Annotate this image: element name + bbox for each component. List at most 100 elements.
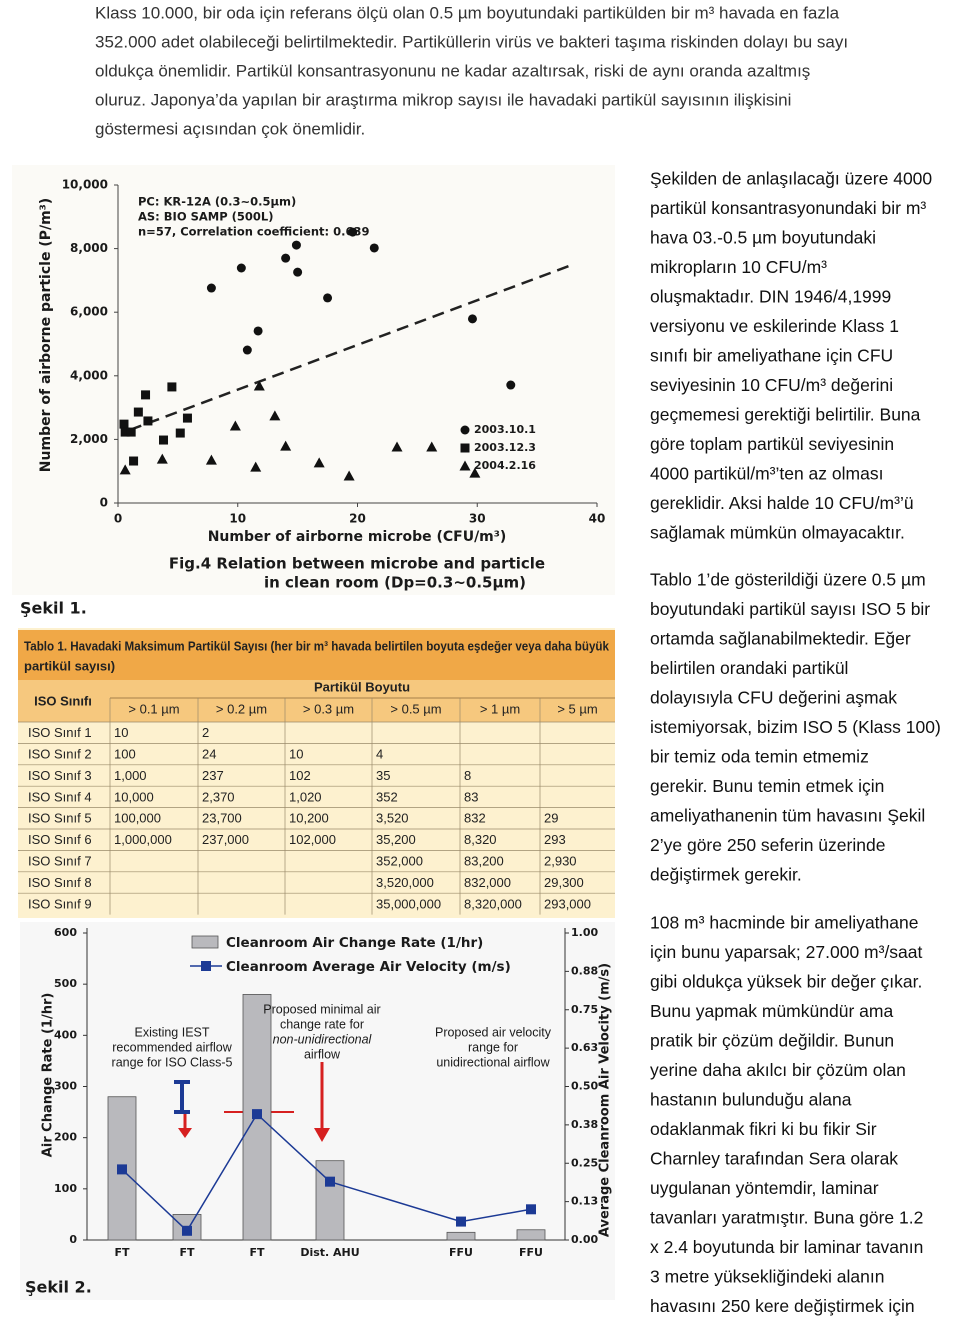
data-point — [293, 267, 303, 277]
table-row-label: ISO Sınıf 4 — [28, 789, 92, 804]
y-tick-label: 200 — [54, 1131, 77, 1144]
data-point — [167, 382, 177, 392]
annotation: PC: KR-12A (0.3~0.5µm) — [138, 195, 296, 209]
y-tick-label: 8,000 — [70, 241, 108, 255]
data-point — [205, 454, 217, 465]
chart-subtitle: in clean room (Dp=0.3~0.5µm) — [264, 574, 526, 592]
bar — [446, 1231, 476, 1241]
data-point — [343, 470, 355, 481]
table-cell: 4 — [376, 747, 383, 762]
paragraph-line: partikül konsantrasyonundaki bir m³ — [650, 198, 926, 218]
intro-line: oluruz. Japonya’da yapılan bir araştırma… — [95, 90, 791, 109]
data-point — [269, 410, 281, 421]
paragraph-line: ameliyathanenin tüm havasını Şekil — [650, 806, 925, 826]
figure-1-background — [12, 165, 615, 595]
legend-label: Cleanroom Average Air Velocity (m/s) — [226, 959, 511, 975]
paragraph-line: boyutundaki partikül sayısı ISO 5 bir — [650, 599, 930, 619]
y2-tick-label: 0.00 — [571, 1233, 598, 1246]
paragraph-line: 108 m³ hacminde bir ameliyathane — [650, 913, 918, 933]
table-cell: 35,200 — [376, 832, 416, 847]
table-cell: 102 — [289, 768, 311, 783]
table-cell: 102,000 — [289, 832, 336, 847]
table-cell: 352,000 — [376, 854, 423, 869]
table-cell: 10,000 — [114, 789, 154, 804]
paragraph-line: belirtilen orandaki partikül — [650, 658, 848, 678]
y2-tick-label: 0.63 — [571, 1041, 598, 1054]
legend-symbol — [460, 443, 470, 453]
y-tick-label: 0 — [100, 496, 108, 510]
data-point — [133, 407, 143, 417]
data-point — [143, 416, 153, 426]
x-tick-label: FT — [249, 1246, 265, 1259]
x-tick-label: FFU — [519, 1246, 543, 1259]
intro-line: Klass 10.000, bir oda için referans ölçü… — [95, 3, 840, 22]
legend-label: 2004.2.16 — [474, 459, 536, 472]
data-point — [467, 314, 477, 324]
y-axis-label: Number of airborne particle (P/m³) — [38, 198, 54, 472]
annotation: n=57, Correlation coefficient: 0.639 — [138, 225, 369, 239]
data-point — [323, 293, 333, 303]
airflow-range-markers — [174, 1062, 330, 1142]
x-tick-label: FT — [114, 1246, 130, 1259]
table-row-label: ISO Sınıf 6 — [28, 832, 92, 847]
data-point — [250, 461, 262, 472]
data-point — [253, 380, 265, 391]
paragraph-line: 2’ye göre 250 seferin üzerinde — [650, 835, 885, 855]
x-tick-label: 10 — [229, 512, 246, 526]
paragraph-line: için bunu yaparsak; 27.000 m³/saat — [650, 942, 923, 962]
table-cell: 832 — [464, 811, 486, 826]
paragraph-line: hava 03.-0.5 µm boyutundaki — [650, 228, 876, 248]
annotation: AS: BIO SAMP (500L) — [138, 210, 274, 224]
table-title: Tablo 1. Havadaki Maksimum Partikül Sayı… — [24, 638, 610, 653]
data-point — [348, 227, 358, 237]
data-point — [313, 457, 325, 468]
x-tick-label: FFU — [449, 1246, 473, 1259]
line-point — [456, 1216, 466, 1227]
data-point — [281, 253, 291, 263]
table-cell: 352 — [376, 789, 398, 804]
paragraph-line: Tablo 1’de gösterildiği üzere 0.5 µm — [650, 570, 926, 590]
data-point — [506, 380, 516, 390]
paragraph-line: x 2.4 boyutunda bir laminar tavanın — [650, 1237, 923, 1257]
table-cell: 2,930 — [544, 854, 577, 869]
table-column-header: > 5 µm — [557, 701, 597, 716]
paragraph-line: 4000 partikül/m³’ten az olması — [650, 464, 883, 484]
table-cell: 83,200 — [464, 854, 504, 869]
data-point — [242, 345, 252, 355]
data-point — [280, 440, 292, 451]
annotation: unidirectional airflow — [436, 1055, 550, 1069]
table-cell: 832,000 — [464, 875, 511, 890]
table-column-header: > 0.5 µm — [390, 701, 441, 716]
table-row-label: ISO Sınıf 3 — [28, 768, 92, 783]
data-point — [120, 427, 130, 437]
y-tick-label: 100 — [54, 1182, 77, 1195]
table-cell: 23,700 — [202, 811, 242, 826]
table-cell: 293,000 — [544, 896, 591, 911]
paragraph-line: gibi oldukça yüksek bir değer çıkar. — [650, 972, 922, 992]
table-column-header: > 0.3 µm — [303, 701, 354, 716]
table-row-label: ISO Sınıf 2 — [28, 747, 92, 762]
chart-title: Fig.4 Relation between microbe and parti… — [169, 555, 545, 573]
table-row-header: ISO Sınıfı — [34, 693, 92, 708]
table-cell: 24 — [202, 747, 216, 762]
table-cell: 1,020 — [289, 789, 322, 804]
data-point — [182, 413, 192, 423]
y-tick-label: 4,000 — [70, 368, 108, 382]
y-tick-label: 400 — [54, 1028, 77, 1041]
table-row-label: ISO Sınıf 5 — [28, 811, 92, 826]
table-cell: 3,520 — [376, 811, 409, 826]
table-cell: 83 — [464, 789, 478, 804]
data-point — [126, 427, 136, 437]
table-row-label: ISO Sınıf 9 — [28, 896, 92, 911]
table-row-label: ISO Sınıf 8 — [28, 875, 92, 890]
annotation: Proposed minimal air — [263, 1002, 380, 1016]
paragraph-line: sağlamak mümkün olmayacaktır. — [650, 523, 905, 543]
y2-tick-label: 0.75 — [571, 1003, 598, 1016]
data-point — [119, 464, 131, 475]
table-cell: 8,320,000 — [464, 896, 522, 911]
table-header-bar — [18, 680, 615, 722]
line-series — [121, 1112, 532, 1232]
paragraph-line: Bunu yapmak mümkündür ama — [650, 1001, 893, 1021]
data-point — [236, 263, 246, 273]
